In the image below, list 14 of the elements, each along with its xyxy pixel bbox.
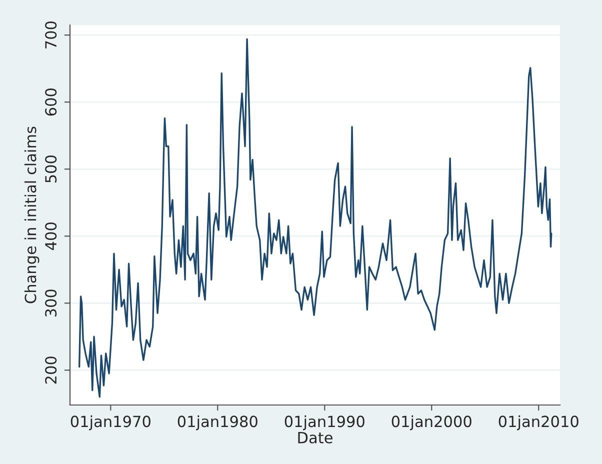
x-tick-label: 01jan2010 xyxy=(498,415,578,430)
y-tick-label: 500 xyxy=(45,156,57,182)
x-tick-label: 01jan2000 xyxy=(392,415,472,430)
x-tick-label: 01jan1970 xyxy=(70,415,150,430)
y-tick-label: 400 xyxy=(45,222,57,250)
y-tick-label: 600 xyxy=(45,88,57,116)
y-axis-title: Change in initial claims xyxy=(24,126,40,304)
y-tick-label: 300 xyxy=(45,290,57,317)
x-axis-title: Date xyxy=(298,432,332,444)
y-tick-label: 200 xyxy=(45,356,57,384)
x-tick-label: 01jan1990 xyxy=(284,415,364,430)
x-tick-label: 01jan1980 xyxy=(178,415,258,430)
line-series xyxy=(78,38,552,398)
y-tick-label: 700 xyxy=(45,21,57,48)
